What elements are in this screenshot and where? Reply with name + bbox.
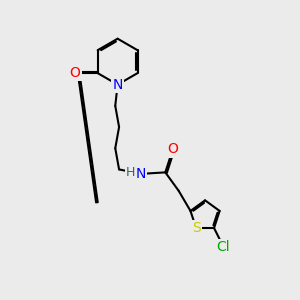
Text: O: O [167, 142, 178, 156]
Text: N: N [112, 78, 123, 92]
Text: O: O [70, 66, 80, 80]
Text: N: N [136, 167, 146, 181]
Text: Cl: Cl [216, 240, 230, 254]
Text: H: H [125, 166, 135, 179]
Text: S: S [192, 221, 200, 235]
